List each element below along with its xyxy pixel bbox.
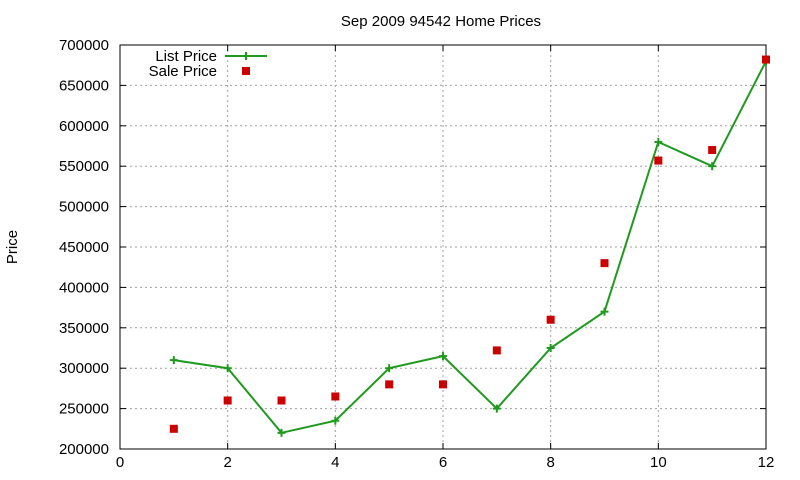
legend-swatch-sale-price: [242, 67, 250, 75]
sale-price-point: [277, 396, 286, 405]
list-price-point: [600, 307, 609, 316]
list-price-point: [708, 162, 717, 171]
sale-price-point: [654, 156, 663, 165]
legend-label-list-price: List Price: [155, 48, 217, 65]
list-price-line: [173, 60, 767, 434]
sale-price-point: [546, 315, 555, 324]
sale-price-point: [331, 392, 340, 401]
x-tick-label: 8: [546, 454, 554, 471]
list-price-point: [654, 137, 663, 146]
y-tick-label: 400000: [59, 279, 109, 296]
series-layer: [169, 55, 770, 437]
grid: [120, 45, 766, 449]
sale-price-point: [600, 259, 609, 268]
sale-price-point: [762, 55, 770, 64]
y-axis-label: Price: [4, 230, 21, 264]
legend-label-sale-price: Sale Price: [149, 63, 217, 80]
sale-price-point: [169, 424, 178, 433]
y-tick-label: 250000: [59, 401, 109, 418]
y-tick-label: 200000: [59, 441, 109, 458]
y-tick-label: 550000: [59, 158, 109, 175]
x-tick-label: 12: [758, 454, 775, 471]
list-price-point: [492, 404, 501, 413]
x-tick-label: 10: [650, 454, 667, 471]
y-tick-label: 650000: [59, 77, 109, 94]
legend-swatch-list-price: [225, 52, 267, 60]
plot-border: [119, 44, 767, 450]
sale-price-point: [708, 146, 717, 155]
sale-price-point: [439, 380, 447, 389]
legend: List Price Sale Price: [149, 48, 267, 80]
y-tick-label: 300000: [59, 360, 109, 377]
list-price-point: [223, 364, 232, 373]
list-price-point: [277, 428, 286, 437]
axis-ticks: 200000 250000 300000 350000 400000 450000 5000…: [59, 37, 774, 471]
y-tick-label: 600000: [59, 118, 109, 135]
list-price-point: [439, 352, 447, 361]
chart-title: Sep 2009 94542 Home Prices: [341, 13, 541, 30]
list-price-point: [546, 344, 555, 352]
list-price-point: [169, 356, 178, 365]
list-price-point: [385, 364, 394, 373]
x-tick-label: 2: [223, 454, 231, 471]
y-tick-label: 700000: [59, 37, 109, 54]
list-price-point: [331, 416, 340, 425]
x-tick-label: 0: [116, 454, 124, 471]
sale-price-point: [223, 396, 232, 405]
y-tick-label: 350000: [59, 320, 109, 337]
y-tick-label: 450000: [59, 239, 109, 256]
y-tick-label: 500000: [59, 199, 109, 216]
sale-price-point: [385, 380, 394, 389]
x-tick-label: 6: [439, 454, 447, 471]
x-tick-label: 4: [331, 454, 339, 471]
sale-price-point: [492, 346, 501, 355]
